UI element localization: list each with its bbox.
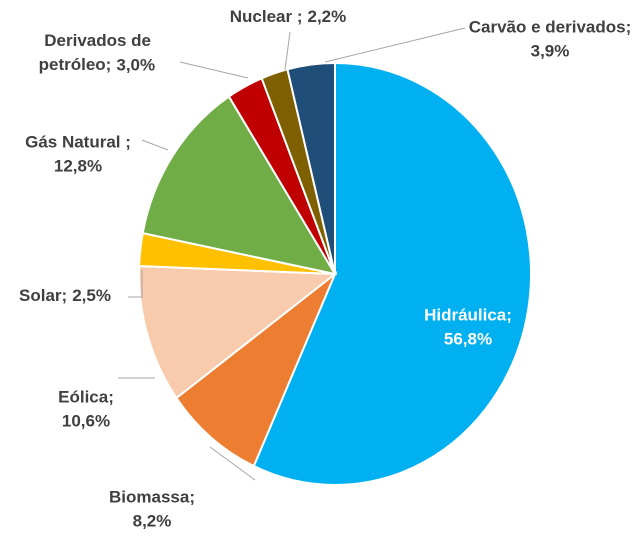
slice-label: Eólica;: [58, 387, 114, 406]
slice-label-line: Nuclear ; 2,2%: [230, 7, 347, 26]
leader-line: [209, 446, 256, 481]
pie-slice: [138, 265, 338, 400]
value-label: 12,8%: [54, 156, 102, 175]
leader-line: [128, 270, 143, 298]
labels: Hidráulica; 56,8% Biomassa; 8,2% Eólica; 10,6…: [19, 7, 631, 530]
pie-slice: [175, 270, 338, 468]
value-label: 3,0%: [116, 55, 155, 74]
pie-slice: [141, 95, 338, 276]
slice-label: Biomassa;: [109, 487, 195, 506]
leader-line: [284, 31, 291, 71]
value-label: 2,2%: [308, 7, 347, 26]
value-label: 8,2%: [133, 511, 172, 530]
value-label: 2,5%: [72, 286, 111, 305]
slice-label-part: petróleo;: [39, 55, 112, 74]
leader-line: [179, 61, 249, 79]
slice-label: Gás Natural ;: [25, 132, 131, 151]
leader-line: [324, 27, 466, 63]
slice-label: Solar;: [19, 286, 67, 305]
slice-label-part: Derivados de: [44, 31, 156, 50]
value-label: 56,8%: [444, 329, 492, 348]
slice-label-line: Solar; 2,5%: [19, 286, 111, 305]
pie-slice: [286, 61, 336, 275]
slice-label: Nuclear ;: [230, 7, 303, 26]
value-label: 3,9%: [531, 41, 570, 60]
slice-label: Derivados de petróleo;: [39, 31, 156, 74]
leader-line: [141, 139, 169, 151]
pie: [138, 61, 532, 486]
slice-label: Carvão e derivados;: [469, 17, 632, 36]
pie-slice: [252, 61, 532, 486]
value-label: 10,6%: [62, 411, 110, 430]
slice-label: Hidráulica;: [424, 305, 512, 324]
